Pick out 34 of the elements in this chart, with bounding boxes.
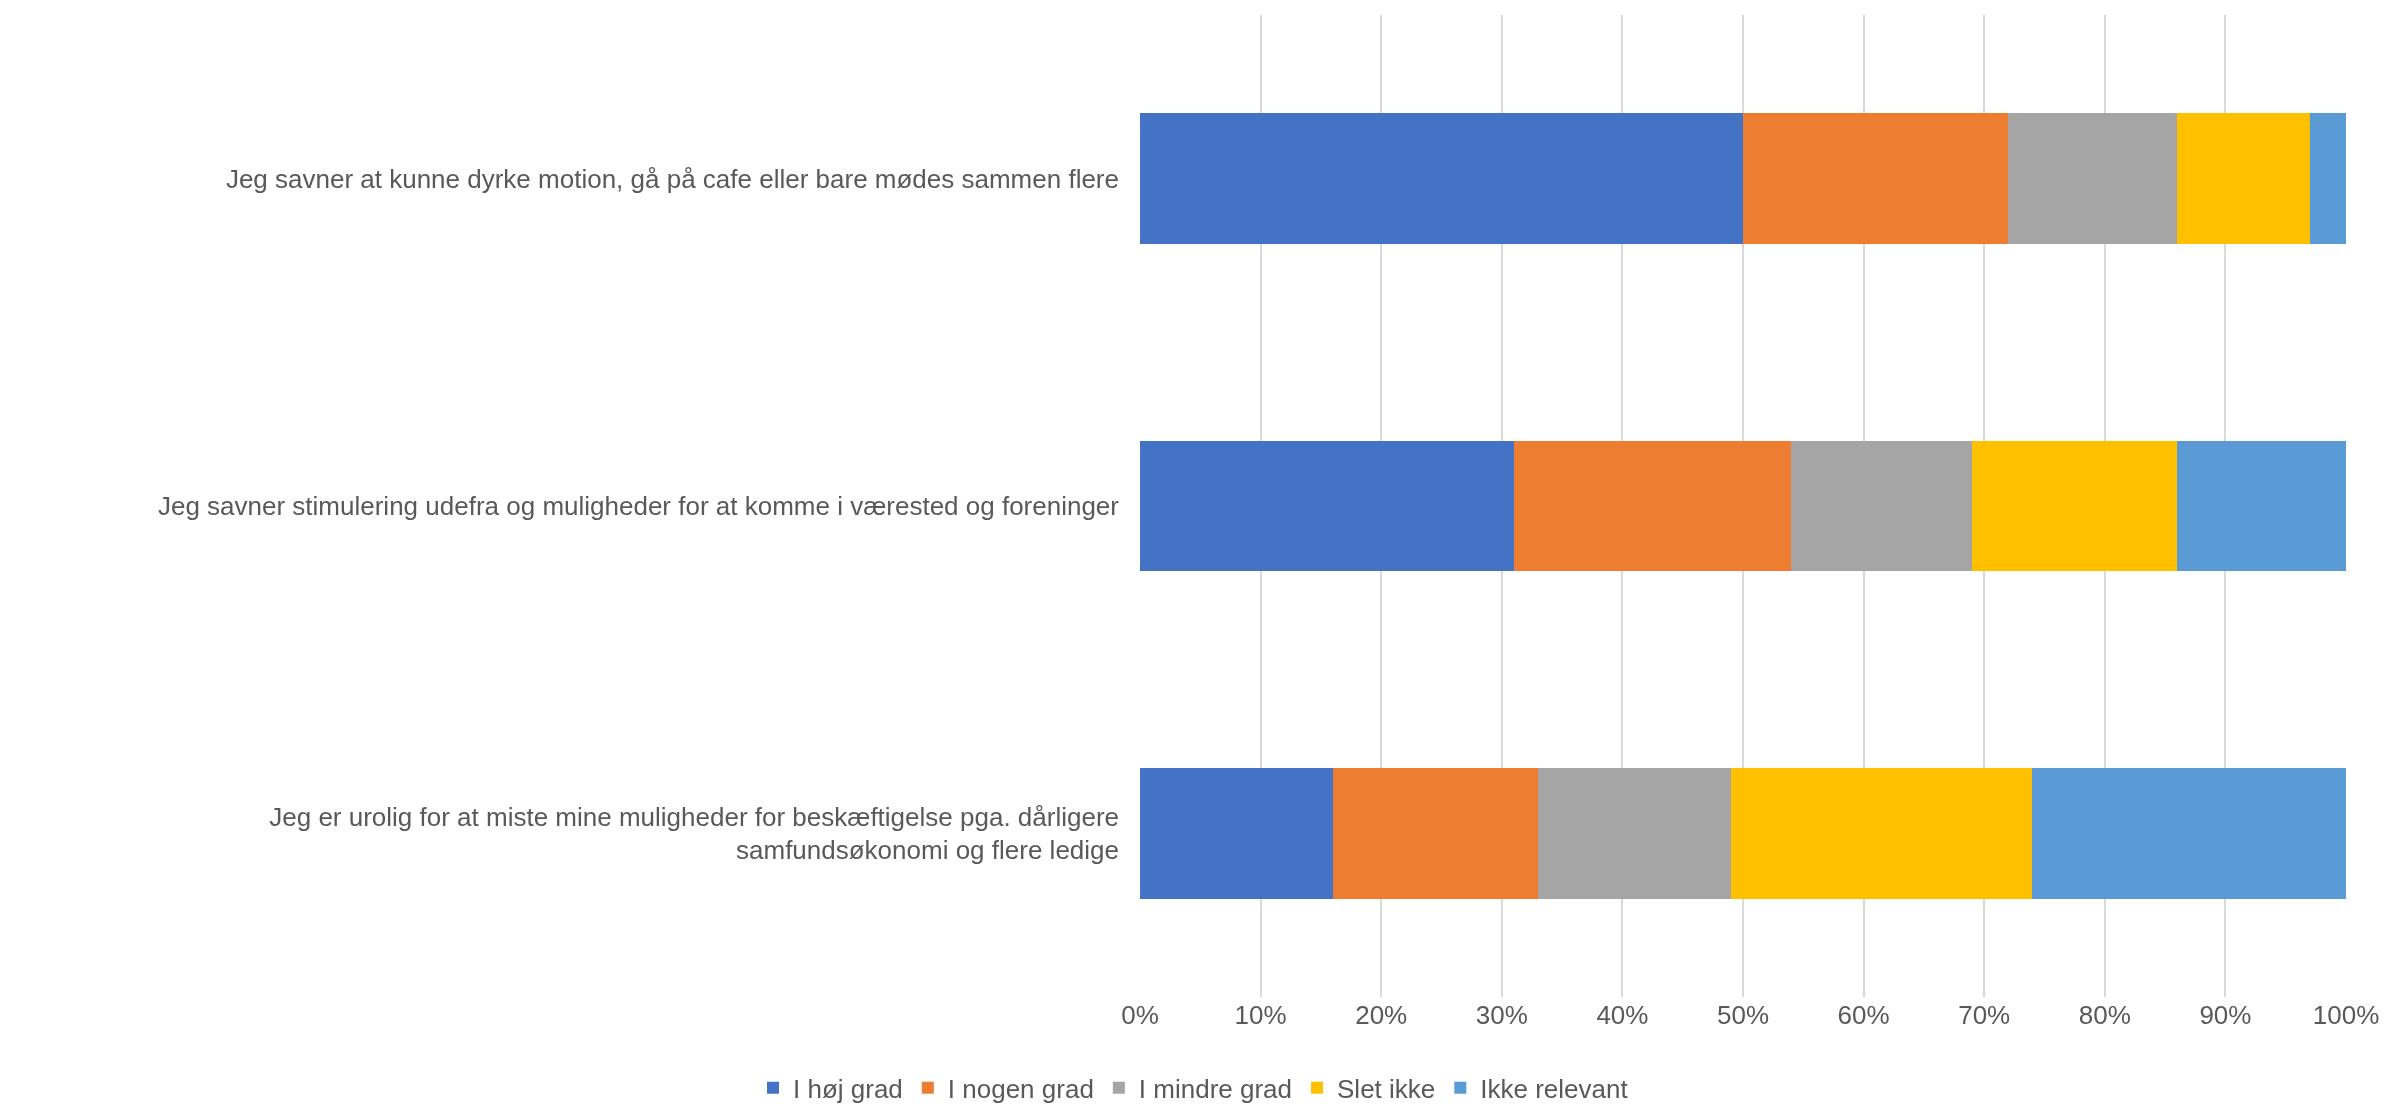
bar <box>2008 113 2178 245</box>
x-tick-label: 80% <box>2078 1000 2131 1030</box>
legend-label: I høj grad <box>793 1073 903 1104</box>
bar <box>1140 767 1333 899</box>
bar <box>1140 440 1514 572</box>
x-tick-label: 60% <box>1837 1000 1890 1030</box>
bar <box>1791 440 1973 572</box>
bar <box>1140 113 1743 245</box>
x-tick-label: 50% <box>1716 1000 1770 1030</box>
y-tick-label: Jeg savner stimulering udefra og muligheder for at komme i værested og foreninger <box>157 491 1120 522</box>
x-tick-label: 40% <box>1596 1000 1649 1030</box>
x-tick-label: 70% <box>1958 1000 2011 1030</box>
x-tick-label: 0% <box>1121 1000 1159 1030</box>
bar <box>1537 767 1731 899</box>
bar <box>1332 767 1538 899</box>
x-tick-label: 100% <box>2312 1000 2380 1030</box>
y-tick-label: Jeg er urolig for at miste mine muligheder for beskæftigelse pga. dårligere samfundsøkonomi og flere ledige <box>269 801 1119 866</box>
bar <box>2032 767 2346 899</box>
bar <box>2177 440 2346 572</box>
bar <box>2177 113 2310 245</box>
x-tick-label: 20% <box>1355 1000 1408 1030</box>
x-tick-label: 10% <box>1234 1000 1287 1030</box>
legend-label: Slet ikke <box>1337 1073 1436 1104</box>
bar <box>1730 767 2033 899</box>
bar <box>1743 113 2009 245</box>
bar <box>1513 440 1792 572</box>
legend-label: I mindre grad <box>1138 1073 1293 1104</box>
bar <box>1972 440 2178 572</box>
bar <box>2309 113 2346 245</box>
legend-label: I nogen grad <box>947 1073 1094 1104</box>
x-tick-label: 30% <box>1475 1000 1528 1030</box>
x-tick-label: 90% <box>2199 1000 2252 1030</box>
y-tick-label: Jeg savner at kunne dyrke motion, gå på cafe eller bare mødes sammen flere <box>225 163 1119 194</box>
legend-label: Ikke relevant <box>1480 1073 1629 1104</box>
